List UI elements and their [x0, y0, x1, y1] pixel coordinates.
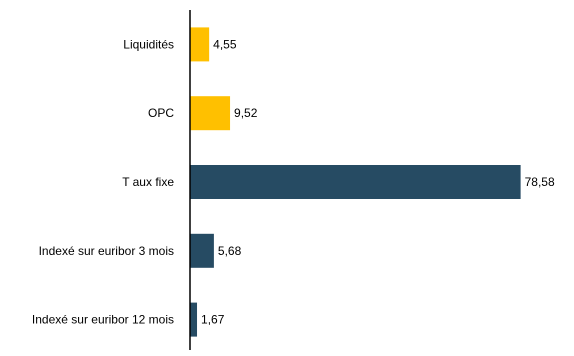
category-label-1: OPC [148, 106, 174, 120]
value-label-1: 9,52 [234, 106, 258, 120]
value-label-4: 1,67 [201, 313, 225, 327]
value-labels: 4,55 9,52 78,58 5,68 1,67 [201, 37, 555, 326]
category-labels: Liquidités OPC T aux fixe Indexé sur euribo… [32, 37, 174, 326]
bar-0 [190, 27, 210, 62]
value-label-0: 4,55 [213, 37, 237, 51]
bar-4 [190, 302, 198, 337]
bar-1 [190, 96, 231, 131]
category-label-2: T aux fixe [122, 175, 174, 189]
value-label-2: 78,58 [525, 175, 555, 189]
bar-2 [190, 165, 521, 199]
bars-group [190, 27, 521, 337]
category-label-4: Indexé sur euribor 12 mois [32, 313, 174, 327]
value-label-3: 5,68 [218, 244, 242, 258]
bar-3 [190, 233, 214, 268]
category-label-3: Indexé sur euribor 3 mois [39, 244, 174, 258]
category-label-0: Liquidités [123, 37, 174, 51]
